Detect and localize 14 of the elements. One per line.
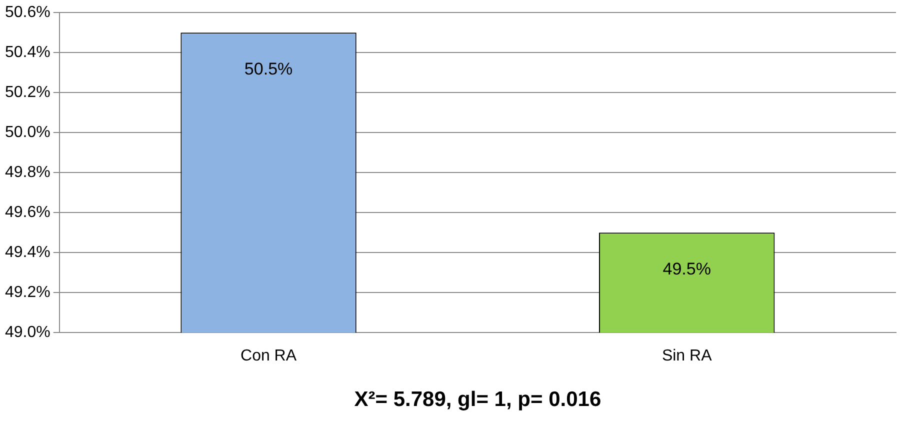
x-tick-label: Sin RA bbox=[662, 348, 712, 365]
y-tick-label: 49.6% bbox=[4, 204, 50, 222]
x-tick-label: Con RA bbox=[240, 348, 297, 365]
y-tick-label: 49.8% bbox=[4, 164, 50, 182]
data-label: 49.5% bbox=[662, 259, 711, 278]
y-tick-label: 50.2% bbox=[4, 84, 50, 102]
y-tick-label: 50.6% bbox=[4, 4, 50, 22]
y-tick-label: 49.4% bbox=[4, 244, 50, 262]
x-axis-title: X²= 5.789, gl= 1, p= 0.016 bbox=[354, 388, 602, 412]
y-tick-label: 49.0% bbox=[4, 324, 50, 342]
y-tick-label: 50.0% bbox=[4, 124, 50, 142]
y-tick-label: 49.2% bbox=[4, 284, 50, 302]
y-tick-label: 50.4% bbox=[4, 44, 50, 62]
data-label: 50.5% bbox=[244, 59, 293, 78]
